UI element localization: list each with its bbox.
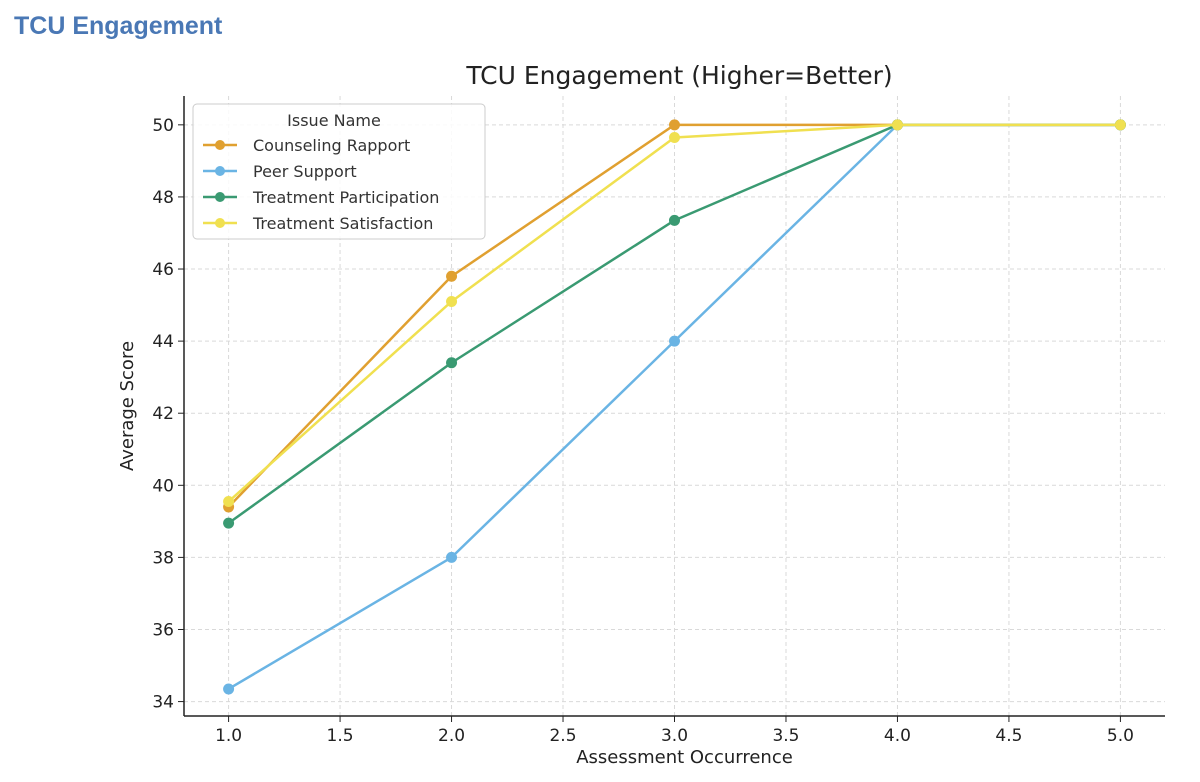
data-point-counseling-rapport xyxy=(446,270,458,282)
legend-item-treatment-participation: Treatment Participation xyxy=(203,188,439,207)
data-point-peer-support xyxy=(223,683,235,695)
y-tick-label: 34 xyxy=(152,693,174,713)
x-tick-label: 2.0 xyxy=(438,726,465,746)
y-axis-title: Average Score xyxy=(117,341,138,471)
x-tick-label: 1.0 xyxy=(215,726,242,746)
x-tick-label: 5.0 xyxy=(1107,726,1134,746)
x-tick-label: 3.0 xyxy=(661,726,688,746)
data-point-counseling-rapport xyxy=(669,119,680,131)
legend-swatch-marker xyxy=(215,192,225,202)
y-tick-label: 44 xyxy=(152,332,174,352)
legend-item-peer-support: Peer Support xyxy=(203,162,357,181)
legend-box xyxy=(192,103,486,240)
data-point-treatment-satisfaction xyxy=(1114,119,1126,131)
series-group xyxy=(223,119,1126,695)
x-tick-label: 4.5 xyxy=(995,726,1022,746)
legend-label: Counseling Rapport xyxy=(253,136,410,155)
chart-title: TCU Engagement (Higher=Better) xyxy=(465,61,892,90)
x-tick-label: 1.5 xyxy=(327,726,354,746)
axes: 1.0 1.5 2.0 2.5 3.0 3.5 4.0 4.5 5.0 34 36 38 40 42 44 4… xyxy=(152,96,1165,746)
y-tick-label: 40 xyxy=(152,476,174,496)
legend-swatch-marker xyxy=(215,166,225,176)
page-heading: TCU Engagement xyxy=(14,12,223,40)
legend-label: Peer Support xyxy=(253,162,357,181)
legend-item-counseling-rapport: Counseling Rapport xyxy=(203,136,410,155)
legend: Issue Name Counseling Rapport Peer Support… xyxy=(192,103,486,240)
x-tick-label: 4.0 xyxy=(884,726,911,746)
legend-label: Treatment Participation xyxy=(252,188,439,207)
series-treatment-satisfaction xyxy=(223,119,1126,508)
legend-swatch-marker xyxy=(215,140,225,150)
x-tick-label: 2.5 xyxy=(549,726,576,746)
legend-item-treatment-satisfaction: Treatment Satisfaction xyxy=(203,214,433,233)
legend-title: Issue Name xyxy=(287,111,381,130)
data-point-treatment-satisfaction xyxy=(891,119,903,131)
y-tick-label: 48 xyxy=(152,188,174,208)
y-tick-label: 50 xyxy=(152,116,174,136)
data-point-treatment-participation xyxy=(223,517,235,529)
x-tick-label: 3.5 xyxy=(772,726,799,746)
x-axis-title: Assessment Occurrence xyxy=(576,747,793,768)
data-point-treatment-satisfaction xyxy=(446,295,458,307)
data-point-treatment-satisfaction xyxy=(669,131,680,143)
legend-label: Treatment Satisfaction xyxy=(252,214,433,233)
data-point-peer-support xyxy=(446,551,458,563)
data-point-peer-support xyxy=(669,335,680,347)
y-tick-label: 36 xyxy=(152,620,174,640)
data-point-treatment-satisfaction xyxy=(223,496,235,508)
y-tick-label: 38 xyxy=(152,548,174,568)
data-point-treatment-participation xyxy=(446,357,458,369)
data-point-treatment-participation xyxy=(669,214,680,226)
legend-swatch-marker xyxy=(215,218,225,228)
y-tick-label: 42 xyxy=(152,404,174,424)
y-tick-label: 46 xyxy=(152,260,174,280)
